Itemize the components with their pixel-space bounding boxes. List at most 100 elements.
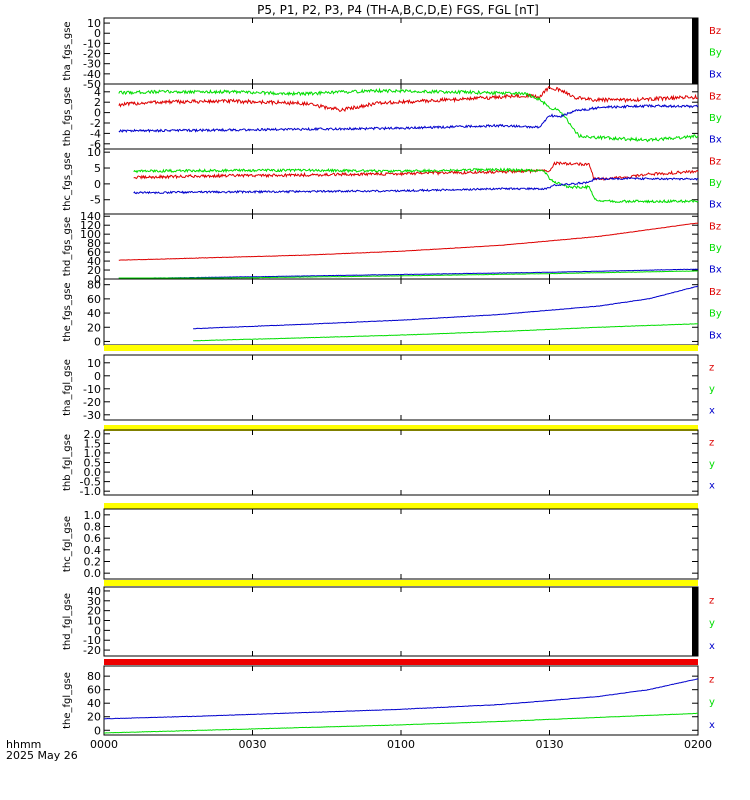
panel-thc_fgs_gse: 10 5 0 -5 thc_fgs_gse Bz By Bx <box>62 146 722 215</box>
y-tick-label: 100 <box>80 228 101 241</box>
series-Bx <box>193 285 699 330</box>
y-axis-label: thb_fgl_gse <box>62 434 73 491</box>
legend-Bx: Bx <box>709 330 722 341</box>
time-tick-label: 0030 <box>239 738 267 751</box>
legend-y: y <box>709 459 715 470</box>
series-Bx <box>118 103 699 133</box>
legend-Bz: Bz <box>709 157 721 168</box>
legend-x: x <box>709 641 715 652</box>
legend-Bz: Bz <box>709 222 721 233</box>
legend-x: x <box>709 406 715 417</box>
right-edge-ticks <box>692 18 698 84</box>
panel-frame <box>103 586 699 657</box>
panel-frame <box>103 429 699 496</box>
panel-frame <box>103 508 699 580</box>
legend-Bz: Bz <box>709 287 721 298</box>
y-tick-label: -40 <box>83 68 101 81</box>
legend-Bx: Bx <box>709 69 722 80</box>
y-tick-label: 0 <box>94 335 101 348</box>
legend-y: y <box>709 384 715 395</box>
legend-By: By <box>709 48 722 59</box>
panel-frame <box>103 17 699 85</box>
y-tick-label: 0.0 <box>84 466 102 479</box>
time-tick-label: 0100 <box>387 738 415 751</box>
y-tick-label: 30 <box>87 595 101 608</box>
time-unit-label: hhmm <box>6 738 41 751</box>
y-axis-label: tha_fgl_gse <box>62 359 73 416</box>
y-tick-label: -2 <box>90 117 101 130</box>
series-Bz <box>133 161 699 181</box>
legend-By: By <box>709 243 722 254</box>
y-axis-label: thd_fgl_gse <box>62 593 73 650</box>
series-Bx <box>118 268 698 279</box>
y-tick-label: -30 <box>83 58 101 71</box>
y-tick-label: -5 <box>90 194 101 207</box>
panel-thc_fgl_gse: 1.00.80.60.40.20.0 thc_fgl_gse <box>62 503 699 580</box>
y-tick-label: 40 <box>87 307 101 320</box>
legend-x: x <box>709 481 715 492</box>
y-axis-label: tha_fgs_gse <box>62 21 73 80</box>
panel-thb_fgl_gse: 2.01.51.00.50.0-0.5-1.0 thb_fgl_gse zyx <box>62 425 715 498</box>
y-tick-label: -20 <box>83 644 101 657</box>
series-By <box>133 167 699 204</box>
y-tick-label: 0.4 <box>84 544 102 557</box>
y-tick-label: 0.6 <box>84 532 102 545</box>
y-tick-label: 0 <box>94 178 101 191</box>
legend-y: y <box>709 697 715 708</box>
legend-Bx: Bx <box>709 265 722 276</box>
panel-frame <box>103 213 699 280</box>
y-tick-label: 40 <box>87 585 101 598</box>
y-tick-label: -50 <box>83 78 101 91</box>
y-tick-label: 0 <box>94 624 101 637</box>
time-tick-label: 0130 <box>536 738 564 751</box>
y-tick-label: -6 <box>90 138 101 151</box>
y-tick-label: 60 <box>87 246 101 259</box>
legend-x: x <box>709 720 715 731</box>
legend-z: z <box>709 438 714 449</box>
y-tick-label: 0 <box>94 370 101 383</box>
y-axis-label: thc_fgl_gse <box>62 516 73 572</box>
y-axis-label: thc_fgs_gse <box>62 152 73 211</box>
y-tick-label: -20 <box>83 396 101 409</box>
y-tick-label: -4 <box>90 127 101 140</box>
legend-Bx: Bx <box>709 200 722 211</box>
y-tick-label: -10 <box>83 37 101 50</box>
y-tick-label: 20 <box>87 321 101 334</box>
legend-z: z <box>709 363 714 374</box>
time-axis: hhmm 2025 May 26 0000 0030 0100 0130 0200 <box>6 738 712 762</box>
y-tick-label: 10 <box>87 357 101 370</box>
y-tick-label: -30 <box>83 409 101 422</box>
y-tick-label: 0.0 <box>84 567 102 580</box>
panel-bar <box>104 503 698 509</box>
y-tick-label: 10 <box>87 146 101 159</box>
time-date-label: 2025 May 26 <box>6 749 78 762</box>
y-tick-label: 20 <box>87 605 101 618</box>
y-tick-label: 5 <box>94 162 101 175</box>
panel-frame <box>103 83 699 150</box>
panel-frame <box>103 354 699 421</box>
y-tick-label: 140 <box>80 210 101 223</box>
legend-z: z <box>709 595 714 606</box>
y-tick-label: 20 <box>87 711 101 724</box>
series-Bx <box>133 176 699 195</box>
series-By <box>118 270 698 279</box>
legend-By: By <box>709 309 722 320</box>
y-tick-label: 0 <box>94 107 101 120</box>
y-tick-label: 2.0 <box>84 428 102 441</box>
y-tick-label: 40 <box>87 697 101 710</box>
y-tick-label: 0.8 <box>84 521 102 534</box>
y-tick-label: 40 <box>87 255 101 268</box>
panel-bar <box>104 345 698 351</box>
y-tick-label: 10 <box>87 615 101 628</box>
y-tick-label: -0.5 <box>80 476 101 489</box>
legend-Bx: Bx <box>709 135 722 146</box>
panel-frame <box>103 148 699 215</box>
y-tick-label: 2 <box>94 96 101 109</box>
y-tick-label: 60 <box>87 684 101 697</box>
legend-Bz: Bz <box>709 92 721 103</box>
y-tick-label: 80 <box>87 670 101 683</box>
y-tick-label: 1.5 <box>84 437 102 450</box>
